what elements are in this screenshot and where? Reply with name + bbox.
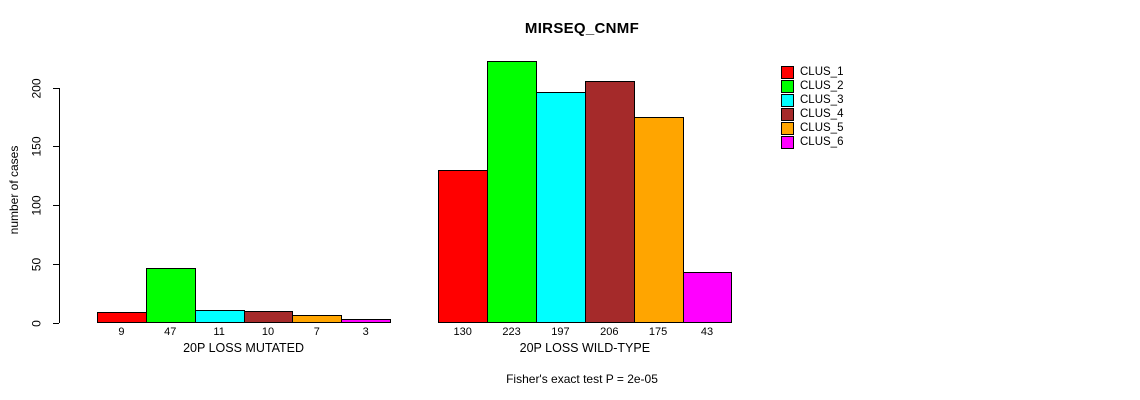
bar-clus_6-group2	[682, 272, 733, 323]
bar-value-label: 175	[648, 326, 668, 338]
y-axis-tick	[53, 87, 59, 89]
bar-value-label: 10	[261, 326, 275, 338]
bar-clus_5-group2	[633, 117, 684, 323]
chart-title: MIRSEQ_CNMF	[524, 20, 640, 37]
legend-swatch-icon	[781, 121, 794, 135]
legend-item-clus_5: CLUS_5	[781, 121, 843, 135]
bar-value-label: 197	[551, 326, 570, 338]
x-group-label-2: 20P LOSS WILD-TYPE	[519, 341, 651, 355]
legend-swatch-icon	[781, 65, 794, 79]
y-axis-label: number of cases	[7, 145, 21, 235]
bar-clus_1-group2	[438, 170, 489, 323]
y-axis-tick-label: 200	[29, 77, 43, 99]
legend: CLUS_1 CLUS_2 CLUS_3 CLUS_4 CLUS_5 CLUS_6	[781, 65, 843, 149]
legend-swatch-icon	[781, 135, 794, 149]
fisher-test-annotation: Fisher's exact test P = 2e-05	[506, 372, 658, 386]
bar-value-label: 11	[213, 326, 225, 338]
bar-clus_3-group1	[194, 310, 245, 323]
bar-value-label: 7	[313, 326, 320, 338]
legend-label: CLUS_4	[800, 108, 844, 120]
y-axis-tick	[53, 205, 59, 206]
y-axis-line	[59, 88, 61, 323]
legend-label: CLUS_2	[800, 80, 844, 92]
legend-item-clus_4: CLUS_4	[781, 107, 843, 121]
y-axis-tick-label: 100	[29, 195, 43, 216]
y-axis-tick	[53, 322, 59, 324]
legend-item-clus_1: CLUS_1	[781, 65, 843, 79]
bar-clus_5-group1	[292, 314, 343, 323]
legend-swatch-icon	[781, 93, 794, 107]
legend-label: CLUS_3	[800, 94, 844, 106]
bar-value-label: 43	[700, 326, 714, 338]
bar-value-label: 47	[164, 326, 177, 338]
legend-label: CLUS_5	[800, 122, 844, 134]
bar-clus_4-group2	[584, 80, 635, 323]
legend-swatch-icon	[781, 79, 794, 93]
y-axis-tick	[53, 146, 59, 148]
bar-clus_6-group1	[341, 319, 392, 323]
bar-clus_4-group1	[243, 311, 294, 323]
bar-clus_2-group1	[145, 267, 196, 323]
bar-value-label: 223	[502, 326, 521, 338]
bar-value-label: 9	[118, 326, 125, 338]
y-axis-tick-label: 150	[29, 136, 43, 157]
legend-label: CLUS_6	[800, 136, 844, 148]
legend-item-clus_6: CLUS_6	[781, 135, 843, 149]
y-axis-tick	[53, 263, 59, 265]
legend-label: CLUS_1	[800, 66, 844, 78]
bar-value-label: 3	[362, 326, 369, 338]
legend-swatch-icon	[781, 107, 794, 121]
legend-item-clus_3: CLUS_3	[781, 93, 843, 107]
bar-value-label: 130	[453, 326, 472, 338]
x-group-label-1: 20P LOSS MUTATED	[183, 341, 304, 355]
bar-clus_3-group2	[536, 91, 586, 323]
bar-value-label: 206	[600, 326, 619, 338]
legend-item-clus_2: CLUS_2	[781, 79, 843, 93]
y-axis-tick-label: 0	[29, 319, 43, 327]
bar-clus_1-group1	[97, 312, 147, 323]
y-axis-tick-label: 50	[29, 257, 43, 271]
bar-clus_2-group2	[487, 60, 537, 323]
